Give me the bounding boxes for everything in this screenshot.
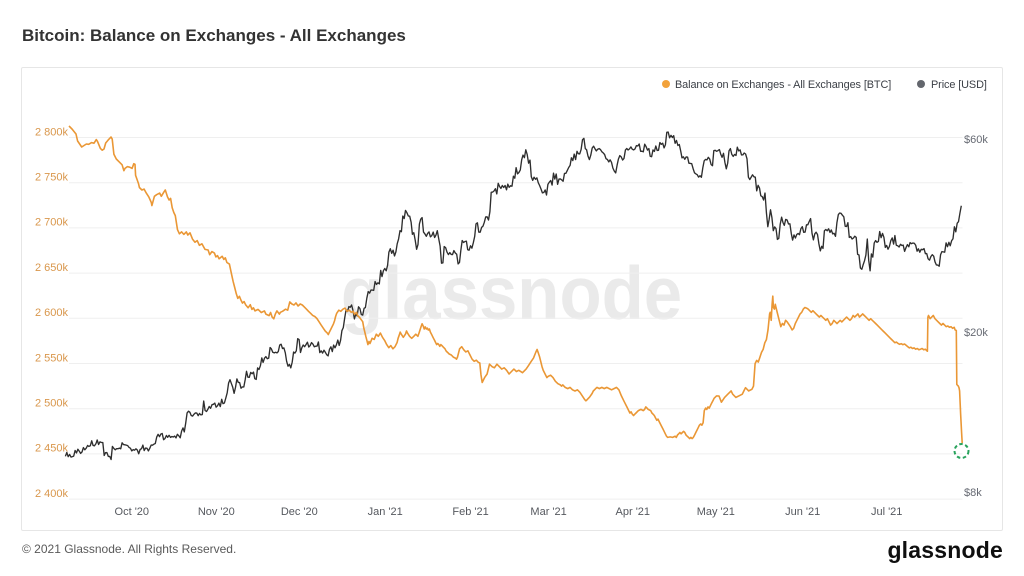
svg-text:$20k: $20k xyxy=(964,327,988,339)
svg-text:Nov '20: Nov '20 xyxy=(198,506,235,518)
svg-text:2 800k: 2 800k xyxy=(35,126,69,138)
svg-text:2 500k: 2 500k xyxy=(35,398,69,410)
svg-text:2 550k: 2 550k xyxy=(35,352,69,364)
svg-text:Oct '20: Oct '20 xyxy=(115,506,150,518)
svg-text:2 450k: 2 450k xyxy=(35,443,69,455)
svg-text:Mar '21: Mar '21 xyxy=(530,506,566,518)
svg-text:May '21: May '21 xyxy=(697,506,735,518)
svg-text:glassnode: glassnode xyxy=(341,252,682,335)
svg-text:Price [USD]: Price [USD] xyxy=(931,79,987,91)
svg-text:$60k: $60k xyxy=(964,134,988,146)
svg-text:$8k: $8k xyxy=(964,487,982,499)
svg-text:2 400k: 2 400k xyxy=(35,488,69,500)
svg-text:Jun '21: Jun '21 xyxy=(785,506,820,518)
svg-text:2 700k: 2 700k xyxy=(35,217,69,229)
svg-text:Jan '21: Jan '21 xyxy=(368,506,403,518)
svg-text:2 750k: 2 750k xyxy=(35,172,69,184)
svg-text:2 600k: 2 600k xyxy=(35,307,69,319)
svg-text:Balance on Exchanges - All Exc: Balance on Exchanges - All Exchanges [BT… xyxy=(675,79,891,91)
svg-text:Apr '21: Apr '21 xyxy=(616,506,651,518)
svg-text:Feb '21: Feb '21 xyxy=(452,506,488,518)
svg-text:Jul '21: Jul '21 xyxy=(871,506,902,518)
svg-text:Dec '20: Dec '20 xyxy=(281,506,318,518)
svg-text:2 650k: 2 650k xyxy=(35,262,69,274)
